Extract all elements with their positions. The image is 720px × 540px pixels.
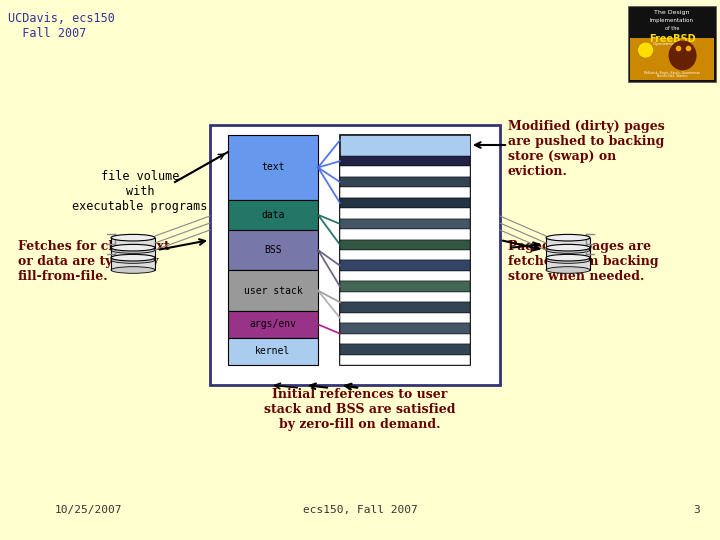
Ellipse shape bbox=[546, 247, 590, 253]
Bar bbox=[340, 292, 470, 302]
Bar bbox=[111, 238, 155, 250]
Text: Implementation: Implementation bbox=[650, 18, 694, 23]
Bar bbox=[228, 271, 318, 311]
Bar bbox=[546, 248, 590, 260]
Text: text: text bbox=[261, 163, 284, 172]
Bar bbox=[340, 166, 470, 177]
Bar bbox=[340, 135, 470, 365]
Text: Fall 2007: Fall 2007 bbox=[8, 27, 86, 40]
Text: of the: of the bbox=[665, 26, 679, 31]
Bar bbox=[340, 271, 470, 281]
Text: Fetches for clean text
or data are typically
fill-from-file.: Fetches for clean text or data are typic… bbox=[18, 240, 170, 283]
Bar bbox=[210, 125, 500, 385]
Ellipse shape bbox=[546, 267, 590, 273]
Bar bbox=[111, 248, 155, 260]
Text: Paged-out pages are
fetched from backing
store when needed.: Paged-out pages are fetched from backing… bbox=[508, 240, 659, 283]
Text: Operating System: Operating System bbox=[653, 42, 690, 46]
Bar bbox=[228, 230, 318, 271]
Text: user stack: user stack bbox=[243, 286, 302, 295]
Text: UCDavis, ecs150: UCDavis, ecs150 bbox=[8, 12, 115, 25]
Text: args/env: args/env bbox=[250, 320, 297, 329]
Text: BSS: BSS bbox=[264, 245, 282, 255]
Bar bbox=[340, 250, 470, 260]
Ellipse shape bbox=[111, 267, 155, 273]
Bar bbox=[340, 323, 470, 334]
Text: 10/25/2007: 10/25/2007 bbox=[55, 505, 122, 515]
Ellipse shape bbox=[111, 234, 155, 241]
Text: data: data bbox=[261, 210, 284, 220]
Bar bbox=[228, 338, 318, 365]
Ellipse shape bbox=[638, 42, 654, 58]
Bar bbox=[340, 135, 470, 156]
Bar bbox=[340, 334, 470, 344]
Ellipse shape bbox=[111, 254, 155, 261]
Text: McKusick, Bostic, Karels, Quarterman: McKusick, Bostic, Karels, Quarterman bbox=[644, 70, 700, 74]
Bar bbox=[340, 156, 470, 166]
Bar bbox=[340, 260, 470, 271]
Bar bbox=[628, 6, 716, 82]
Bar bbox=[340, 302, 470, 313]
Ellipse shape bbox=[546, 234, 590, 241]
Ellipse shape bbox=[546, 254, 590, 261]
Bar bbox=[546, 238, 590, 250]
Bar bbox=[111, 258, 155, 270]
Ellipse shape bbox=[546, 245, 590, 251]
Bar bbox=[340, 219, 470, 229]
Bar bbox=[340, 208, 470, 219]
Ellipse shape bbox=[111, 256, 155, 264]
Bar bbox=[340, 229, 470, 240]
Bar bbox=[340, 240, 470, 250]
Text: file volume
with
executable programs: file volume with executable programs bbox=[72, 170, 207, 213]
Bar bbox=[340, 313, 470, 323]
Bar bbox=[228, 200, 318, 230]
Bar bbox=[228, 135, 318, 200]
Text: Modified (dirty) pages
are pushed to backing
store (swap) on
eviction.: Modified (dirty) pages are pushed to bac… bbox=[508, 120, 665, 178]
Bar bbox=[340, 177, 470, 187]
Text: FreeBSD: FreeBSD bbox=[649, 34, 696, 44]
Bar bbox=[340, 355, 470, 365]
Text: The Design: The Design bbox=[654, 10, 690, 15]
Ellipse shape bbox=[546, 256, 590, 264]
Bar bbox=[630, 38, 714, 80]
Bar bbox=[340, 344, 470, 355]
Ellipse shape bbox=[111, 245, 155, 251]
Bar bbox=[340, 281, 470, 292]
Text: Initial references to user
stack and BSS are satisfied
by zero-fill on demand.: Initial references to user stack and BSS… bbox=[264, 388, 456, 431]
Text: 3: 3 bbox=[693, 505, 700, 515]
Ellipse shape bbox=[669, 40, 696, 70]
Bar bbox=[340, 187, 470, 198]
Text: Neville-Neil, Watson: Neville-Neil, Watson bbox=[657, 74, 688, 78]
Bar bbox=[340, 198, 470, 208]
Text: ecs150, Fall 2007: ecs150, Fall 2007 bbox=[302, 505, 418, 515]
Text: kernel: kernel bbox=[256, 347, 291, 356]
Ellipse shape bbox=[111, 247, 155, 253]
Bar bbox=[228, 311, 318, 338]
Bar bbox=[546, 258, 590, 270]
